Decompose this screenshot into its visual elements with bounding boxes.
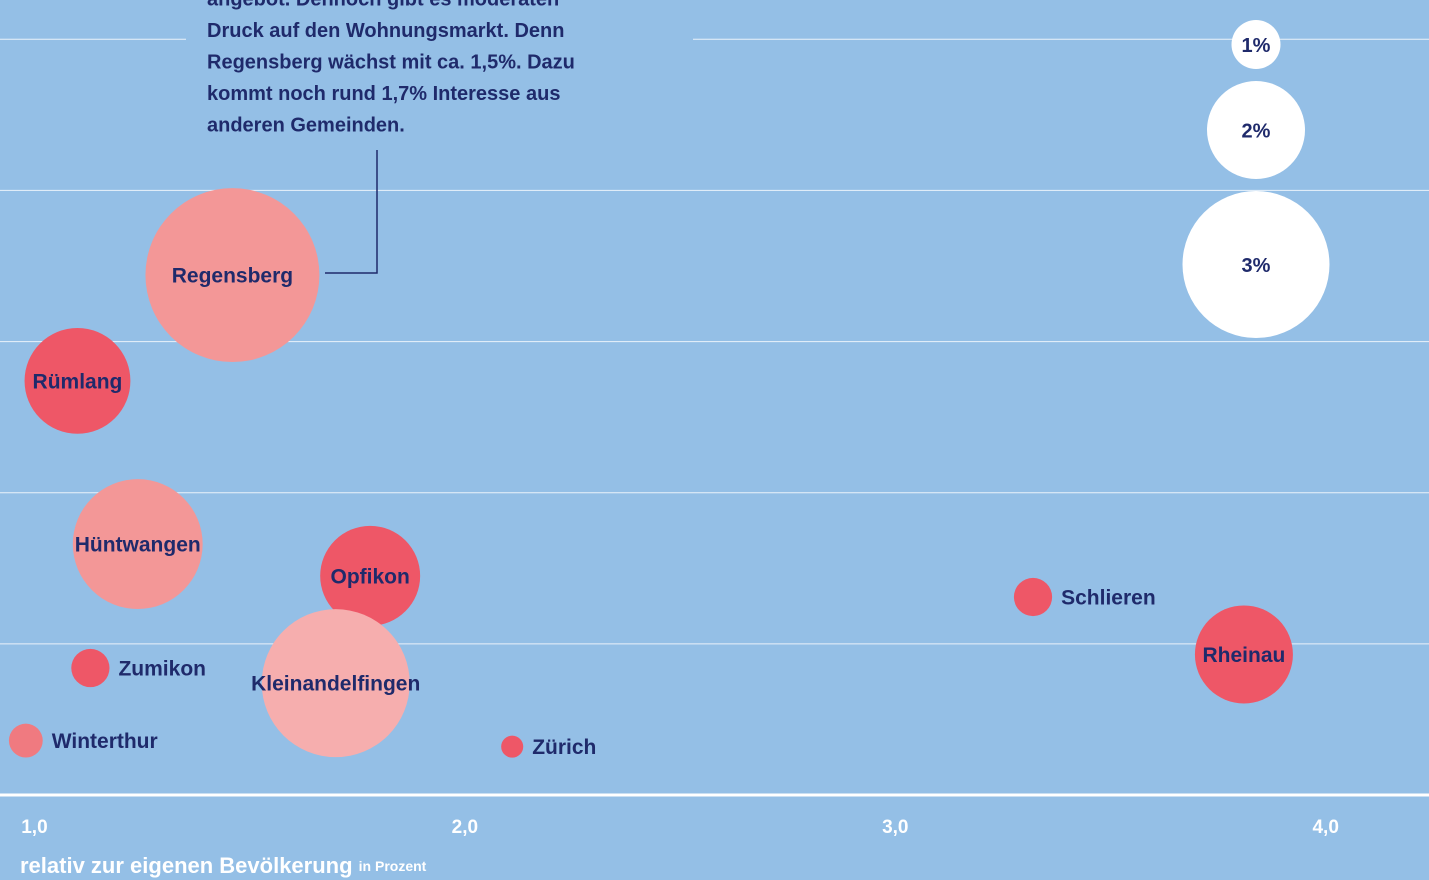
size-legend-label: 2% bbox=[1242, 120, 1271, 142]
bubble bbox=[72, 479, 203, 610]
size-legend-label: 3% bbox=[1242, 255, 1271, 277]
x-axis-label: relativ zur eigenen Bevölkerung bbox=[20, 853, 353, 878]
bubble-label: Opfikon bbox=[330, 565, 409, 588]
bubble bbox=[501, 735, 524, 758]
bubble bbox=[24, 327, 131, 434]
marks: Regensberg Rümlang Hüntwangen Opfikon Kleina… bbox=[8, 188, 1293, 759]
bubble bbox=[261, 609, 410, 758]
bubble-label: Schlieren bbox=[1061, 587, 1156, 610]
annotation-line: Druck auf den Wohnungsmarkt. Denn bbox=[207, 20, 564, 42]
annotation-connector bbox=[325, 150, 378, 274]
x-tick-label: 2,0 bbox=[452, 817, 478, 838]
annotation-line: angebot. Dennoch gibt es moderaten bbox=[207, 0, 559, 10]
bubble bbox=[71, 648, 110, 688]
x-tick-label: 3,0 bbox=[882, 817, 908, 838]
x-axis-unit: in Prozent bbox=[359, 858, 427, 874]
bubble bbox=[1013, 577, 1053, 617]
size-legend-circle bbox=[1231, 20, 1281, 69]
bubble-label: Regensberg bbox=[172, 265, 293, 288]
annotation-line: anderen Gemeinden. bbox=[207, 114, 405, 136]
annotation-box bbox=[186, 0, 693, 150]
x-tick-label: 1,0 bbox=[21, 817, 47, 838]
bubble-label: Kleinandelfingen bbox=[251, 673, 420, 696]
bubble-label: Rheinau bbox=[1202, 644, 1285, 667]
size-legend-label: 1% bbox=[1242, 35, 1271, 57]
size-legend-circle bbox=[1207, 81, 1305, 179]
x-tick-label: 4,0 bbox=[1312, 817, 1338, 838]
bubble-label: Rümlang bbox=[33, 370, 123, 393]
bubble bbox=[8, 723, 43, 758]
bubble-label: Hüntwangen bbox=[75, 534, 201, 557]
bubble-label: Winterthur bbox=[52, 730, 158, 753]
grid: 1,0 2,0 3,0 4,0 bbox=[0, 38, 1429, 838]
x-axis-title: relativ zur eigenen Bevölkerung in Proze… bbox=[20, 853, 427, 878]
annotation-line: Regensberg wächst mit ca. 1,5%. Dazu bbox=[207, 51, 575, 73]
bubble-label: Zürich bbox=[532, 736, 596, 759]
annotation-line: kommt noch rund 1,7% Interesse aus bbox=[207, 83, 560, 105]
bubble bbox=[1194, 605, 1293, 704]
size-legend-circle bbox=[1182, 191, 1330, 338]
bubble bbox=[145, 188, 320, 363]
bubble bbox=[320, 525, 421, 626]
bubble-label: Zumikon bbox=[118, 658, 206, 681]
